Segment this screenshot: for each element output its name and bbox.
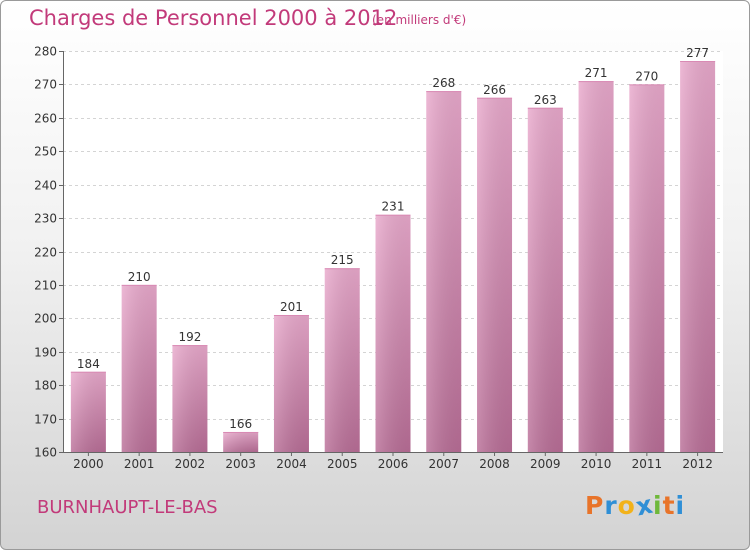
data-label: 277 — [686, 46, 709, 60]
x-tick-label: 2009 — [530, 457, 561, 471]
y-tick-label: 200 — [34, 312, 57, 326]
y-tick-label: 190 — [34, 346, 57, 360]
y-tick-label: 260 — [34, 112, 57, 126]
y-tick-label: 180 — [34, 379, 57, 393]
chart-subtitle: (en milliers d'€) — [372, 13, 467, 27]
logo-letter: i — [675, 491, 686, 520]
data-label: 268 — [432, 76, 455, 90]
bar-shade — [223, 431, 259, 452]
x-tick-label: 2012 — [682, 457, 713, 471]
data-label: 215 — [331, 253, 354, 267]
bar-shade — [629, 84, 665, 453]
bar-shade — [273, 314, 309, 452]
bar-shade — [578, 81, 614, 452]
bar-shade — [426, 91, 462, 452]
x-tick-label: 2005 — [327, 457, 358, 471]
x-tick-label: 2007 — [428, 457, 459, 471]
bar-shade — [375, 214, 411, 452]
x-tick-label: 2006 — [378, 457, 409, 471]
data-label: 166 — [229, 417, 252, 431]
data-label: 184 — [77, 357, 100, 371]
bar-shade — [680, 61, 716, 453]
logo-letter: t — [662, 491, 676, 520]
data-label: 192 — [178, 330, 201, 344]
y-tick-label: 230 — [34, 212, 57, 226]
x-tick-label: 2000 — [73, 457, 104, 471]
x-tick-label: 2002 — [175, 457, 206, 471]
bars — [70, 61, 716, 453]
data-label: 231 — [382, 200, 405, 214]
data-label: 201 — [280, 300, 303, 314]
x-tick-label: 2004 — [276, 457, 307, 471]
bar-shade — [70, 371, 106, 452]
logo-letter: P — [585, 491, 605, 520]
logo-letter: i — [653, 491, 663, 520]
bar-shade — [527, 107, 563, 452]
bar-shade — [477, 97, 513, 453]
commune-name: BURNHAUPT-LE-BAS — [37, 497, 218, 518]
x-tick-label: 2008 — [479, 457, 510, 471]
x-tick-label: 2010 — [581, 457, 612, 471]
y-tick-label: 160 — [34, 446, 57, 460]
y-tick-label: 280 — [34, 45, 57, 59]
bar-shade — [324, 268, 360, 452]
data-label: 270 — [635, 69, 658, 83]
bar-shade — [121, 284, 157, 452]
data-label: 210 — [128, 270, 151, 284]
logo-letter: o — [617, 491, 636, 520]
labels: 184 210 192 166 201 215 231 268 266 263 271 270 277 — [77, 46, 709, 431]
x-tick-label: 2011 — [632, 457, 663, 471]
y-tick-label: 240 — [34, 179, 57, 193]
y-tick-label: 170 — [34, 413, 57, 427]
y-tick-label: 220 — [34, 246, 57, 260]
y-tick-label: 250 — [34, 145, 57, 159]
data-label: 266 — [483, 83, 506, 97]
chart-title: Charges de Personnel 2000 à 2012 — [29, 6, 398, 30]
x-tick-label: 2001 — [124, 457, 155, 471]
data-label: 271 — [585, 66, 608, 80]
y-tick-label: 270 — [34, 78, 57, 92]
data-label: 263 — [534, 93, 557, 107]
bar-shade — [172, 345, 208, 452]
y-tick-label: 210 — [34, 279, 57, 293]
proxiti-logo: Proxiti — [585, 490, 686, 522]
axes: 160 170 180 190 200 210 220 230 240 250 260 270 280 2… — [34, 45, 723, 471]
x-tick-label: 2003 — [225, 457, 256, 471]
logo-letter: r — [604, 491, 618, 520]
